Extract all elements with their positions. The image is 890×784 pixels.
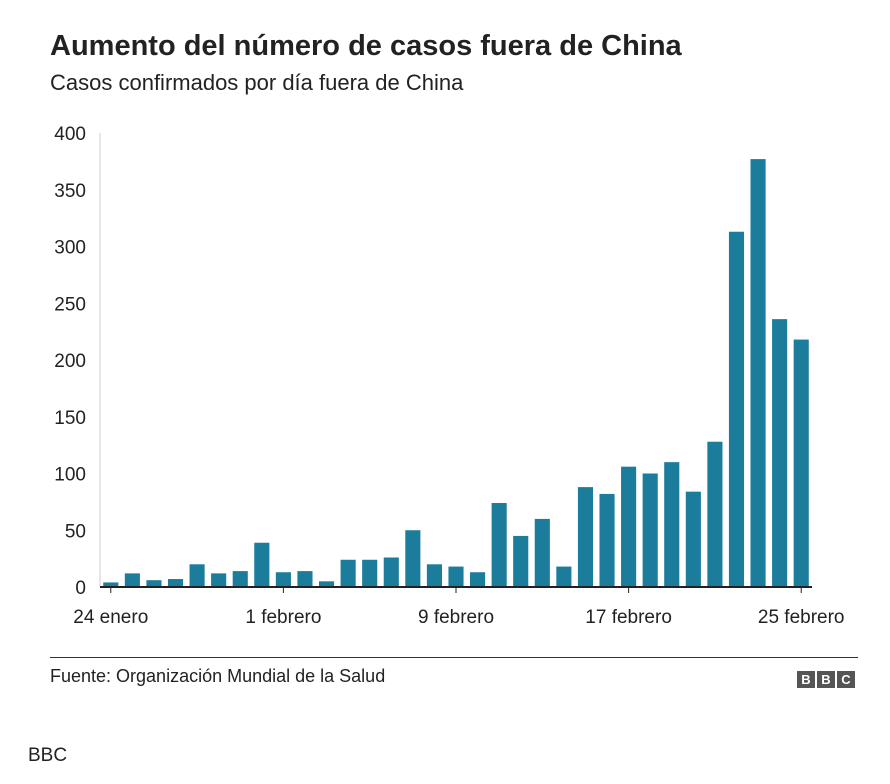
bar: [318, 581, 335, 587]
bar-chart: 0 50 100 150 200 250 300 350 400 24 enero 1 febrer…: [54, 124, 845, 628]
bar: [793, 339, 809, 587]
bar: [383, 557, 399, 587]
y-tick-label: 0: [75, 578, 86, 599]
bar: [513, 535, 529, 587]
bbc-logo: B B C: [797, 671, 855, 688]
y-tick-label: 100: [54, 465, 86, 486]
x-tick-label: 17 febrero: [585, 607, 672, 628]
bar: [491, 503, 507, 587]
bar: [448, 566, 464, 587]
bar: [621, 466, 637, 587]
bar: [189, 564, 205, 587]
y-tick-label: 350: [54, 181, 86, 202]
bar: [642, 473, 658, 587]
bar: [534, 518, 550, 587]
y-tick-label: 50: [65, 521, 86, 542]
bar: [340, 559, 356, 587]
y-tick-label: 150: [54, 408, 86, 429]
bar: [232, 571, 248, 587]
logo-letter: B: [817, 671, 835, 688]
chart-title: Aumento del número de casos fuera de Chi…: [50, 30, 682, 62]
chart-subtitle: Casos confirmados por día fuera de China: [50, 70, 464, 95]
bar: [577, 487, 594, 587]
bar: [211, 573, 227, 587]
footer-divider: [50, 657, 858, 658]
bar: [426, 564, 442, 587]
logo-letter: C: [837, 671, 855, 688]
bar: [750, 159, 766, 588]
bar: [599, 493, 615, 587]
bar: [772, 319, 788, 587]
bar: [728, 231, 745, 587]
bar: [556, 566, 572, 587]
bar: [707, 441, 723, 587]
bar: [275, 572, 291, 587]
source-note: Fuente: Organización Mundial de la Salud: [50, 666, 386, 686]
y-tick-label: 250: [54, 294, 86, 315]
bar: [664, 462, 680, 587]
x-tick-label: 1 febrero: [245, 607, 321, 628]
bar: [254, 542, 270, 587]
x-tick-label: 24 enero: [73, 607, 148, 628]
bar: [685, 491, 701, 587]
x-tick-label: 25 febrero: [758, 607, 845, 628]
bar: [297, 571, 313, 587]
y-tick-label: 200: [54, 351, 86, 372]
bar: [103, 582, 119, 587]
logo-letter: B: [797, 671, 815, 688]
image-credit: BBC: [28, 745, 68, 766]
bar: [167, 579, 184, 587]
bar: [362, 559, 378, 587]
y-tick-label: 300: [54, 238, 86, 259]
y-tick-label: 400: [54, 124, 86, 145]
bar: [124, 573, 140, 587]
x-tick-label: 9 febrero: [418, 607, 494, 628]
bar: [470, 572, 486, 587]
bar: [405, 530, 421, 587]
bar: [146, 580, 162, 587]
